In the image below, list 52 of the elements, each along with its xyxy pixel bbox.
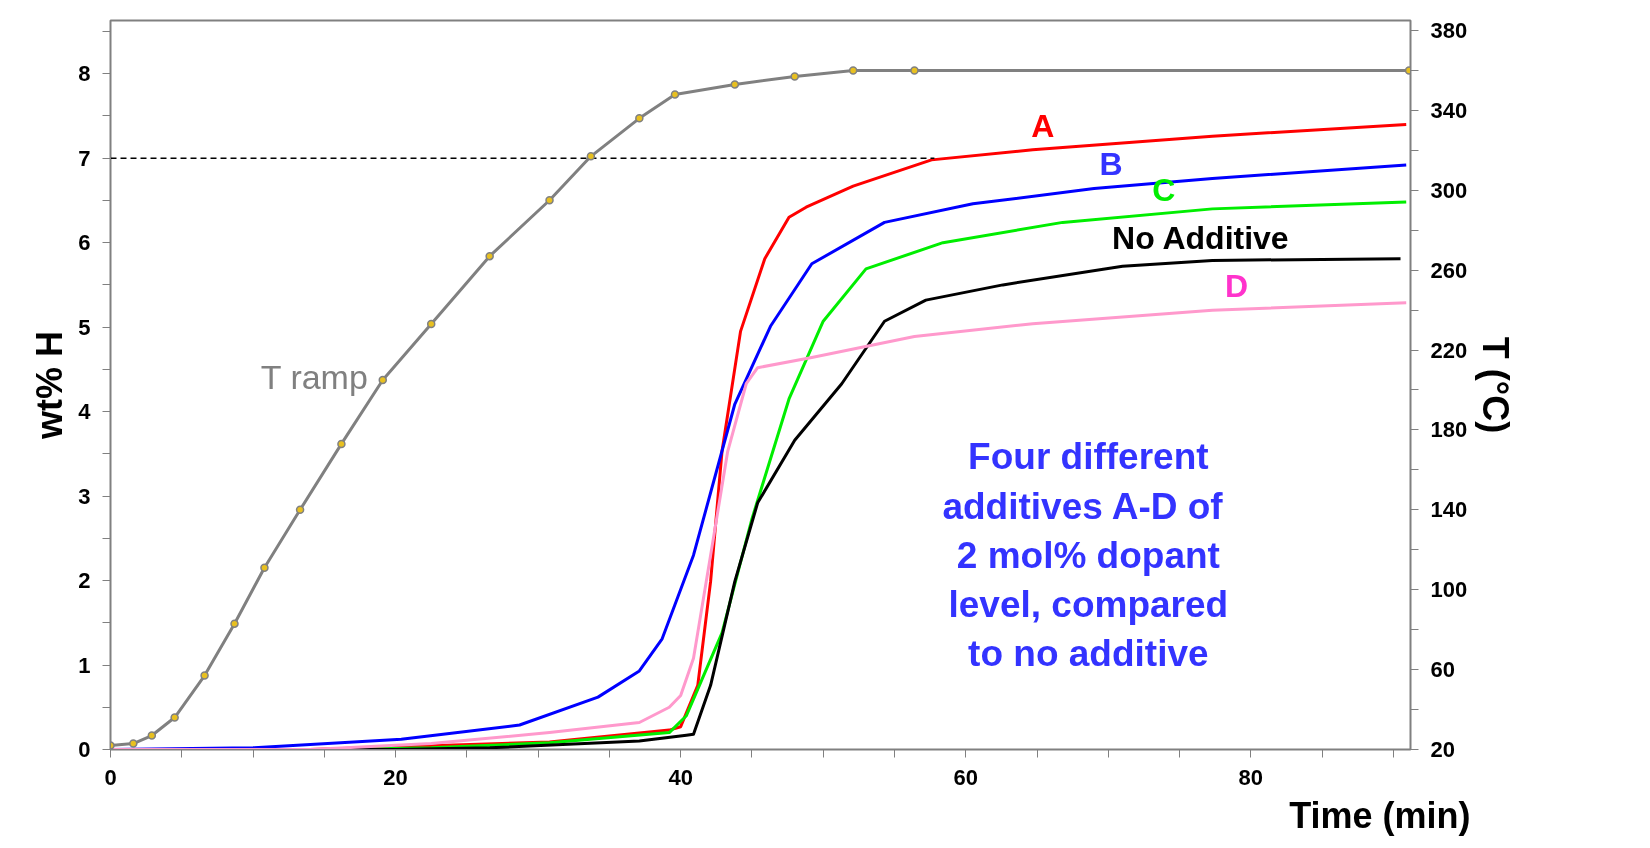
y-tick-label: 6 — [78, 230, 91, 256]
point — [545, 196, 554, 205]
y2-tick-label: 260 — [1430, 257, 1468, 283]
point — [378, 375, 388, 385]
series-label: A — [1031, 107, 1055, 144]
point — [485, 251, 494, 261]
y2-tick-label: 340 — [1430, 97, 1468, 123]
x-tick-label: 60 — [953, 764, 979, 790]
x-tick-label: 0 — [104, 764, 117, 790]
x-axis-title: Time (min) — [1289, 794, 1471, 836]
x-tick-label: 40 — [668, 764, 693, 790]
y-tick-label: 1 — [78, 652, 91, 678]
series-label: T ramp — [260, 358, 368, 397]
point — [790, 72, 799, 81]
y-tick-label: 3 — [78, 483, 91, 509]
point — [848, 66, 858, 75]
point — [295, 505, 305, 515]
y2-tick-label: 380 — [1430, 17, 1468, 43]
point — [147, 731, 157, 740]
y2-tick-label: 60 — [1430, 657, 1455, 683]
annotation: Four different additives A-D of 2 mol% dopant level, compared to no additive — [942, 436, 1229, 675]
y2-tick-label: 180 — [1430, 417, 1468, 443]
point — [200, 671, 209, 680]
series-label: D — [1225, 268, 1249, 305]
y-tick-label: 7 — [78, 145, 91, 171]
y2-tick-label: 220 — [1430, 337, 1468, 363]
point — [635, 114, 644, 123]
y2-tick-label: 300 — [1430, 177, 1468, 203]
series-label: No Additive — [1112, 220, 1289, 257]
point — [910, 66, 919, 75]
point — [170, 713, 179, 722]
point — [230, 619, 239, 628]
point — [670, 90, 680, 99]
point — [337, 439, 346, 449]
point — [260, 563, 269, 572]
point — [426, 319, 436, 329]
y-axis-title: wt% H — [29, 331, 71, 440]
y2-tick-label: 20 — [1430, 737, 1455, 762]
y-tick-label: 2 — [78, 568, 91, 594]
y-tick-label: 8 — [78, 61, 91, 87]
y-tick-label: 0 — [78, 737, 91, 762]
point — [129, 739, 138, 748]
point — [586, 152, 596, 161]
y2-tick-label: 140 — [1430, 497, 1468, 523]
point — [730, 80, 740, 89]
series-label: B — [1099, 146, 1123, 183]
y-tick-label: 4 — [78, 399, 92, 425]
y-tick-label: 5 — [78, 314, 91, 340]
x-tick-label: 80 — [1238, 764, 1264, 790]
x-tick-label: 20 — [383, 764, 408, 790]
y2-axis-title: T (°C) — [1475, 336, 1517, 434]
y2-tick-label: 100 — [1430, 577, 1468, 603]
